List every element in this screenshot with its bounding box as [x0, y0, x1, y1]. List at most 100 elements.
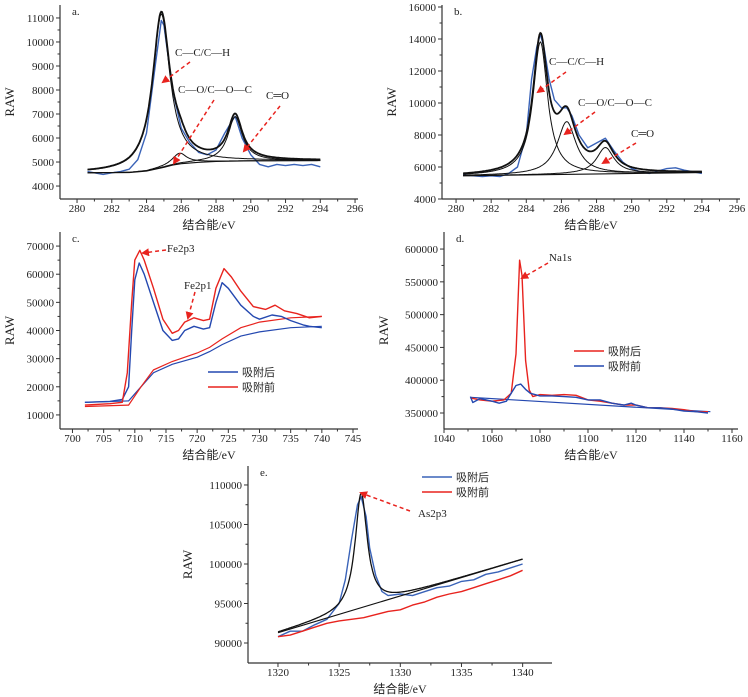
annotation-arrow: [161, 61, 191, 84]
panel-label: a.: [72, 6, 80, 18]
x-tick-label: 280: [69, 203, 86, 215]
x-tick-label: 296: [347, 203, 364, 215]
x-tick-label: 282: [104, 203, 121, 215]
annotation-arrow: [185, 291, 196, 320]
x-tick-label: 740: [314, 433, 331, 445]
annotation-label: C—C/C—H: [549, 56, 604, 68]
x-tick-label: 715: [158, 433, 175, 445]
x-axis-label: 结合能/eV: [564, 217, 618, 232]
legend-label: 吸附前: [608, 359, 641, 373]
annotation-arrow: [172, 99, 215, 165]
y-tick-label: 6000: [32, 133, 55, 145]
panel-label: e.: [260, 467, 268, 479]
x-tick-label: 1335: [450, 667, 473, 679]
y-tick-label: 50000: [27, 297, 55, 309]
y-tick-label: 20000: [27, 382, 55, 394]
y-tick-label: 450000: [405, 342, 439, 354]
y-axis-label: RAW: [2, 87, 17, 117]
annotation-arrow: [563, 111, 596, 136]
annotation-arrow: [520, 262, 549, 279]
panel-a: 280 282 284 286 288 290 292 294 296 4000 5000 6000 7…: [2, 5, 364, 232]
x-tick-label: 1325: [328, 667, 351, 679]
y-tick-label: 110000: [209, 480, 242, 492]
y-tick-label: 90000: [215, 638, 243, 650]
y-tick-label: 8000: [32, 85, 55, 97]
panel-label: d.: [456, 233, 465, 245]
legend-label: 吸附前: [242, 380, 275, 394]
y-tick-label: 10000: [409, 98, 437, 110]
x-tick-label: 294: [694, 203, 711, 215]
y-axis-label: RAW: [376, 315, 391, 345]
x-tick-label: 1160: [721, 433, 743, 445]
annotation-arrow: [242, 105, 281, 153]
annotation-label: C—C/C—H: [175, 47, 230, 59]
y-tick-label: 10000: [27, 37, 55, 49]
series-line-1: [87, 19, 321, 176]
x-tick-label: 1060: [481, 433, 504, 445]
x-tick-label: 288: [588, 203, 605, 215]
annotation-label: Na1s: [549, 252, 572, 264]
x-tick-label: 735: [282, 433, 299, 445]
y-tick-label: 30000: [27, 354, 55, 366]
background-line: [84, 315, 322, 408]
x-tick-label: 286: [173, 203, 190, 215]
x-tick-label: 700: [64, 433, 81, 445]
legend-label: 吸附后: [456, 470, 489, 484]
y-tick-label: 16000: [409, 2, 437, 14]
panel-b: 280 282 284 286 288 290 292 294 296 4000 6000 8000 1…: [384, 2, 746, 232]
x-axis-label: 结合能/eV: [182, 217, 236, 232]
y-tick-label: 95000: [215, 598, 243, 610]
panel-e: 1320 1325 1330 1335 1340 90000 95000 100000 1050…: [180, 466, 552, 696]
x-tick-label: 288: [208, 203, 225, 215]
panel-c: 700 705 710 715 720 725 730 735 740 745 10000 20000…: [2, 232, 362, 462]
legend-label: 吸附后: [242, 365, 275, 379]
annotation-label: Fe2p3: [167, 243, 195, 255]
fit-envelope: [87, 10, 321, 171]
x-tick-label: 725: [220, 433, 237, 445]
y-tick-label: 105000: [209, 519, 243, 531]
series-line-1: [470, 259, 708, 413]
y-tick-label: 350000: [405, 408, 439, 420]
series-line-1: [277, 496, 523, 638]
annotation-label: As2p3: [418, 508, 447, 520]
annotation-label: C—O/C—O—C: [578, 97, 652, 109]
fit-component: [463, 146, 702, 177]
annotation-label: C═O: [631, 128, 654, 140]
x-tick-label: 294: [312, 203, 329, 215]
y-tick-label: 4000: [414, 194, 437, 206]
y-tick-label: 40000: [27, 326, 55, 338]
y-axis-label: RAW: [2, 315, 17, 345]
x-tick-label: 1100: [577, 433, 599, 445]
x-tick-label: 282: [483, 203, 500, 215]
y-tick-label: 8000: [414, 130, 437, 142]
annotation-arrow: [536, 71, 567, 94]
y-tick-label: 4000: [32, 181, 55, 193]
legend-label: 吸附前: [456, 485, 489, 499]
x-tick-label: 710: [127, 433, 144, 445]
x-tick-label: 286: [553, 203, 570, 215]
x-tick-label: 1330: [389, 667, 412, 679]
annotation-label: Fe2p1: [184, 280, 212, 292]
x-tick-label: 290: [623, 203, 640, 215]
x-tick-label: 284: [138, 203, 155, 215]
y-tick-label: 100000: [209, 559, 243, 571]
x-tick-label: 745: [345, 433, 362, 445]
x-tick-label: 1040: [433, 433, 456, 445]
annotation-arrow: [359, 491, 411, 512]
fit-component: [87, 152, 321, 174]
x-tick-label: 296: [729, 203, 746, 215]
y-tick-label: 9000: [32, 61, 55, 73]
x-tick-label: 280: [448, 203, 465, 215]
y-tick-label: 600000: [405, 244, 439, 256]
annotation-label: C═O: [266, 90, 289, 102]
y-tick-label: 12000: [409, 66, 437, 78]
y-tick-label: 400000: [405, 375, 439, 387]
x-tick-label: 720: [189, 433, 206, 445]
background-line: [84, 325, 322, 403]
y-tick-label: 60000: [27, 269, 55, 281]
y-tick-label: 14000: [409, 34, 437, 46]
y-tick-label: 70000: [27, 241, 55, 253]
y-tick-label: 500000: [405, 310, 439, 322]
